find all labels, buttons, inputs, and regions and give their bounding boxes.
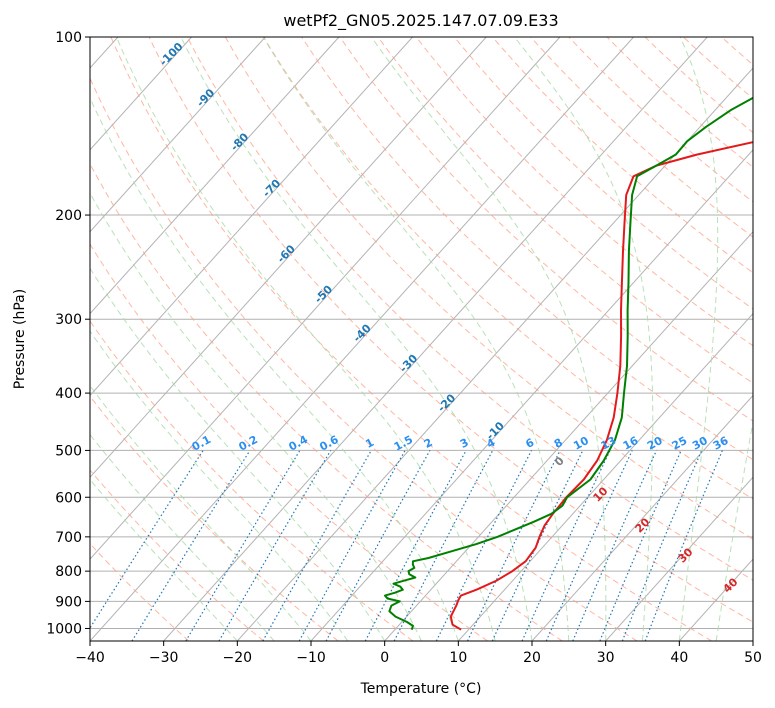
isotherm-line — [90, 37, 413, 397]
dry-adiabat-line — [90, 162, 563, 641]
dry-adiabat-line — [186, 37, 753, 581]
mixing-ratio-line — [262, 450, 372, 641]
mixing-ratio-lines — [90, 450, 723, 641]
y-tick-label: 500 — [55, 443, 82, 459]
x-tick-label: 10 — [449, 650, 467, 666]
mixing-ratio-label: 16 — [621, 434, 641, 453]
mixing-ratio-line — [298, 450, 406, 641]
isotherm-line — [90, 37, 192, 151]
moist-adiabat-line — [370, 37, 607, 641]
dry-adiabat-line — [415, 37, 753, 347]
mixing-ratio-line — [435, 450, 533, 641]
x-tick-label: 0 — [380, 650, 389, 666]
y-tick-label: 100 — [55, 30, 82, 46]
x-tick-label: −40 — [75, 650, 105, 666]
isotherm-line — [457, 312, 753, 641]
y-tick-label: 400 — [55, 386, 82, 402]
chart-title: wetPf2_GN05.2025.147.07.09.E33 — [283, 11, 558, 31]
x-tick-label: 20 — [523, 650, 541, 666]
mixing-ratio-line — [572, 450, 658, 641]
isotherm-line — [384, 230, 753, 641]
x-tick-label: 50 — [744, 650, 762, 666]
mixing-ratio-label: 36 — [711, 434, 731, 453]
isotherm-line — [90, 37, 340, 315]
x-tick-label: 40 — [670, 650, 688, 666]
moist-adiabat-line — [90, 191, 422, 641]
moist-adiabat-line — [514, 37, 654, 641]
dry-adiabat-line — [148, 37, 753, 623]
moist-adiabat-line — [90, 267, 386, 641]
mixing-ratio-line — [325, 450, 431, 641]
x-tick-label: −20 — [223, 650, 253, 666]
y-tick-label: 700 — [55, 530, 82, 546]
dry-adiabat-line — [606, 37, 753, 168]
moist-adiabat-line — [116, 37, 496, 641]
y-axis-title: Pressure (hPa) — [12, 289, 28, 389]
x-tick-label: −30 — [149, 650, 179, 666]
dry-adiabat-line — [453, 37, 753, 310]
moist-adiabat-line — [90, 384, 312, 641]
moist-adiabat-line — [90, 96, 459, 641]
moist-adiabat-lines — [90, 37, 753, 641]
mixing-ratio-line — [621, 450, 703, 641]
isotherm-line — [310, 149, 753, 641]
moist-adiabat-line — [90, 330, 349, 641]
mixing-ratio-label: 25 — [670, 434, 690, 453]
mixing-ratio-line — [599, 450, 682, 641]
y-tick-label: 900 — [55, 594, 82, 610]
dry-adiabat-line — [339, 37, 753, 422]
x-axis-title: Temperature (°C) — [360, 681, 482, 697]
isotherm-line — [531, 394, 753, 641]
x-axis-ticks: −40 −30 −20 −10 0 10 20 30 40 50 — [75, 641, 762, 666]
moist-adiabat-line — [715, 419, 753, 641]
dry-adiabat-line — [90, 395, 339, 641]
sounding-series — [384, 96, 753, 631]
isotherm-line — [90, 37, 266, 233]
dewpoint-profile-line — [384, 96, 753, 631]
mixing-ratio-line — [545, 450, 633, 641]
y-tick-label: 200 — [55, 208, 82, 224]
dry-adiabat-line — [377, 37, 753, 384]
mixing-ratio-label: 13 — [599, 434, 619, 453]
dry-adiabat-line — [90, 243, 488, 641]
y-tick-label: 1000 — [46, 621, 82, 637]
x-tick-label: −10 — [296, 650, 326, 666]
isotherm-line — [90, 37, 561, 560]
y-tick-label: 800 — [55, 564, 82, 580]
mixing-ratio-line — [131, 450, 251, 641]
moist-adiabat-line — [678, 37, 719, 641]
mixing-ratio-label: 20 — [645, 434, 665, 453]
moist-adiabat-line — [180, 37, 533, 641]
mixing-ratio-label: 10 — [571, 434, 591, 453]
dry-adiabat-line — [263, 37, 753, 500]
isotherm-line — [163, 37, 708, 641]
mixing-ratio-label: 30 — [690, 434, 710, 453]
dry-adiabat-line — [492, 37, 753, 274]
dry-adiabat-line — [90, 320, 414, 641]
y-tick-label: 600 — [55, 490, 82, 506]
plot-area: -100-90-80-70-60-50-40-30-20-10 0.1 0.2 0.… — [90, 37, 753, 641]
x-tick-label: 30 — [597, 650, 615, 666]
moist-adiabat-line — [262, 37, 570, 641]
plot-frame — [89, 36, 754, 642]
temperature-profile-line — [449, 141, 753, 631]
y-axis-ticks: 1000 900 800 700 600 500 400 300 200 100 — [46, 30, 90, 637]
mixing-ratio-line — [644, 450, 723, 641]
isotherm-line — [90, 37, 634, 641]
dry-adiabat-line — [110, 37, 712, 641]
pressure-gridlines — [90, 37, 753, 629]
y-tick-label: 300 — [55, 312, 82, 328]
dry-adiabat-line — [224, 37, 753, 540]
mixing-ratio-line — [90, 450, 204, 630]
isotherm-line — [90, 37, 487, 479]
isotherm-line — [605, 476, 753, 641]
